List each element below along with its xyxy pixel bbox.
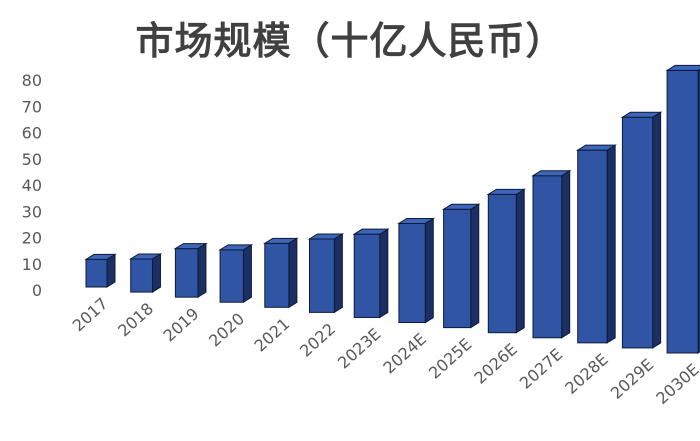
bar-top-face	[575, 144, 617, 151]
x-tick-label: 2024E	[379, 329, 429, 377]
chart-title: 市场规模（十亿人民币）	[135, 19, 565, 63]
bar-top-face	[307, 233, 345, 240]
x-tick-label: 2020	[205, 309, 248, 350]
x-tick-label: 2025E	[425, 334, 475, 382]
x-tick-label: 2029E	[607, 355, 657, 403]
bar-side-face	[515, 188, 525, 334]
bar	[532, 175, 563, 339]
y-tick-label: 80	[22, 71, 42, 90]
bar	[353, 233, 381, 318]
bar-top-face	[84, 253, 117, 260]
x-tick-label: 2022	[296, 319, 339, 360]
y-tick-label: 30	[22, 202, 42, 221]
x-tick-label: 2017	[69, 294, 112, 335]
bar-top-face	[173, 243, 208, 250]
bar-top-face	[263, 237, 299, 244]
bar-side-face	[424, 217, 434, 324]
bar-side-face	[288, 237, 298, 309]
bar	[398, 222, 426, 324]
bar-side-face	[561, 169, 571, 339]
bar-top-face	[441, 203, 481, 210]
x-tick-label: 2030E	[652, 360, 700, 408]
bar-top-face	[218, 244, 254, 251]
bar-side-face	[652, 111, 662, 349]
bar-top-face	[665, 64, 700, 71]
bar	[264, 242, 290, 308]
bar-top-face	[352, 228, 390, 235]
bar	[443, 208, 472, 329]
bar-side-face	[606, 144, 616, 344]
x-tick-label: 2026E	[470, 340, 520, 388]
bar-top-face	[397, 217, 436, 224]
bar-top-face	[128, 253, 163, 260]
y-tick-label: 20	[22, 229, 42, 248]
bar-side-face	[379, 228, 389, 319]
bar-side-face	[333, 233, 343, 314]
x-tick-label: 2028E	[561, 350, 611, 398]
y-tick-label: 50	[22, 150, 42, 169]
bar-side-face	[242, 243, 252, 304]
x-tick-label: 2019	[160, 304, 203, 345]
bar-side-face	[106, 253, 116, 288]
y-tick-label: 10	[22, 255, 42, 274]
bar	[666, 69, 699, 354]
bar-top-face	[531, 170, 572, 177]
bar	[309, 238, 335, 313]
bar	[130, 258, 153, 293]
bar	[621, 116, 654, 349]
bar	[174, 248, 199, 298]
y-tick-label: 70	[22, 97, 42, 116]
bar-top-face	[486, 188, 526, 195]
bar-top-face	[620, 111, 663, 118]
y-tick-label: 0	[32, 281, 42, 300]
y-tick-label: 60	[22, 124, 42, 143]
x-tick-label: 2018	[114, 299, 157, 340]
y-tick-label: 40	[22, 176, 42, 195]
bar-side-face	[151, 253, 161, 293]
x-tick-label: 2023E	[334, 324, 384, 372]
bar	[219, 249, 244, 303]
bar	[85, 258, 108, 288]
bar	[487, 193, 517, 334]
bar-side-face	[197, 242, 207, 299]
x-tick-label: 2021	[251, 314, 294, 355]
bar	[577, 149, 608, 344]
bar-side-face	[470, 203, 480, 329]
x-tick-label: 2027E	[516, 345, 566, 393]
